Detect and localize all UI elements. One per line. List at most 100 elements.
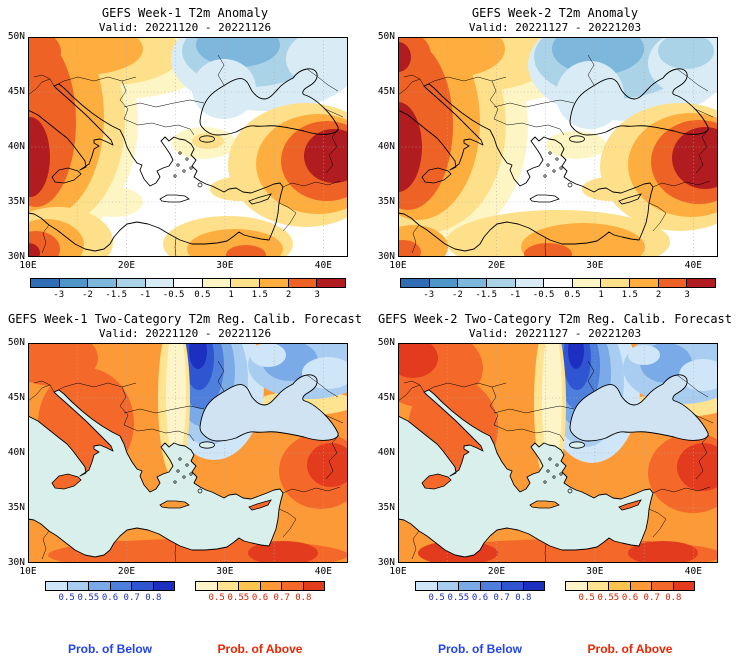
colorbar-cell (486, 279, 516, 287)
lat-label: 35N (377, 502, 395, 513)
colorbar-tick: 0.55 (227, 593, 250, 603)
colorbar-cell (572, 279, 602, 287)
colorbar-cell (317, 279, 346, 287)
colorbar-cell (174, 279, 203, 287)
lon-label: 10E (19, 566, 37, 577)
lat-label: 30N (377, 557, 395, 568)
lat-label: 50N (377, 337, 395, 348)
lon-label: 40E (314, 566, 332, 577)
colorbar-cell (282, 582, 304, 590)
colorbar-tick: -3 (423, 290, 435, 300)
lat-label: 45N (7, 86, 25, 97)
colorbar-tick: 0.6 (471, 593, 489, 603)
panel-title: GEFS Week-2 Two-Category T2m Reg. Calib.… (377, 312, 732, 326)
colorbar-ticks: 0.5 0.55 0.6 0.7 0.8 (195, 593, 325, 605)
colorbar-tick: -2 (452, 290, 463, 300)
colorbar-cell (609, 582, 631, 590)
colorbar-cell (630, 279, 659, 287)
lon-label: 40E (314, 260, 332, 271)
map-week2-prob (398, 343, 718, 563)
colorbar-tick: -1 (139, 290, 151, 300)
colorbar-cell (416, 582, 438, 590)
colorbar-cell (459, 582, 481, 590)
map-image-week2-anomaly (398, 37, 718, 257)
colorbar-cell (401, 279, 430, 287)
colorbar-tick: 0.7 (273, 593, 290, 603)
colorbar-tick: 3 (684, 290, 690, 300)
colorbar-tick: 0.6 (251, 593, 269, 603)
colorbar-prob-of-above (195, 581, 325, 591)
colorbar-tick: 0.55 (447, 593, 470, 603)
lon-label: 10E (19, 260, 37, 271)
colorbar-prob-of-below (415, 581, 545, 591)
colorbar-cell (673, 582, 694, 590)
lat-label: 35N (7, 196, 25, 207)
lat-label: 40N (377, 447, 395, 458)
lon-label: 20E (117, 566, 136, 577)
colorbar-prob-of-above (565, 581, 695, 591)
colorbar-cell (303, 582, 324, 590)
colorbar-cell (217, 582, 239, 590)
lat-label: 50N (7, 337, 25, 348)
colorbar-tick: -3 (53, 290, 65, 300)
map-week1-anomaly (28, 37, 348, 257)
colorbar-tick: 2 (285, 290, 292, 300)
lon-label: 40E (684, 566, 702, 577)
colorbar-tick: 0.5 (208, 593, 225, 603)
colorbar-cell (630, 582, 652, 590)
panel-title: GEFS Week-2 T2m Anomaly (471, 6, 639, 20)
colorbar-tick: -0.5 (162, 290, 185, 300)
colorbar-cell (658, 279, 688, 287)
panel-week1-prob: GEFS Week-1 Two-Category T2m Reg. Calib.… (0, 312, 370, 662)
lat-label: 35N (7, 502, 25, 513)
colorbar-tick: 0.8 (515, 593, 532, 603)
colorbar-tick: -2 (82, 290, 93, 300)
colorbar-cell (46, 582, 68, 590)
colorbar-tick: 2 (655, 290, 662, 300)
colorbar-ticks: 0.5 0.55 0.6 0.7 0.8 (415, 593, 545, 605)
panel-valid-dates: Valid: 20221120 - 20221126 (98, 21, 272, 34)
lat-label: 40N (377, 141, 395, 152)
prob-of-below-label: Prob. of Below (68, 642, 152, 656)
lon-label: 20E (487, 566, 506, 577)
panel-week2-prob: GEFS Week-2 Two-Category T2m Reg. Calib.… (370, 312, 740, 662)
panel-title: GEFS Week-1 Two-Category T2m Reg. Calib.… (7, 312, 362, 326)
map-image-week1-anomaly (28, 37, 348, 257)
colorbar-cell (687, 279, 716, 287)
colorbar-cell (458, 279, 487, 287)
colorbar-cell (566, 582, 588, 590)
lat-label: 50N (377, 31, 395, 42)
colorbar-tick: 0.5 (428, 593, 445, 603)
colorbar-cell (31, 279, 60, 287)
colorbar-tick: 0.8 (145, 593, 162, 603)
lat-label: 45N (377, 392, 395, 403)
colorbar-tick: -1.5 (105, 290, 128, 300)
lon-label: 30E (586, 260, 604, 271)
colorbar-tick: 3 (314, 290, 320, 300)
colorbar-tick: 1.5 (251, 290, 268, 300)
lat-label: 30N (377, 251, 395, 262)
colorbar-cell (153, 582, 174, 590)
colorbar-cell (59, 279, 89, 287)
colorbar-tick: 0.5 (564, 290, 581, 300)
panel-title: GEFS Week-1 T2m Anomaly (101, 6, 269, 20)
colorbar-tick: 0.8 (665, 593, 682, 603)
lat-label: 35N (377, 196, 395, 207)
map-image-week1-prob (28, 343, 348, 563)
colorbar-cell (437, 582, 459, 590)
lon-label: 10E (389, 566, 407, 577)
colorbar-prob-of-below (45, 581, 175, 591)
colorbar-anomaly (30, 278, 346, 288)
map-image-week2-prob (398, 343, 718, 563)
prob-of-above-label: Prob. of Above (217, 642, 303, 656)
colorbar-cell (652, 582, 674, 590)
colorbar-cell (288, 279, 318, 287)
colorbar-anomaly (400, 278, 716, 288)
colorbar-cell (544, 279, 573, 287)
panel-week1-anomaly: GEFS Week-1 T2m Anomaly Valid: 20221120 -… (0, 6, 370, 356)
panel-valid-dates: Valid: 20221127 - 20221203 (468, 21, 642, 34)
colorbar-tick: -1.5 (475, 290, 498, 300)
colorbar-ticks: 0.5 0.55 0.6 0.7 0.8 (565, 593, 695, 605)
colorbar-cell (515, 279, 545, 287)
colorbar-cell (110, 582, 132, 590)
